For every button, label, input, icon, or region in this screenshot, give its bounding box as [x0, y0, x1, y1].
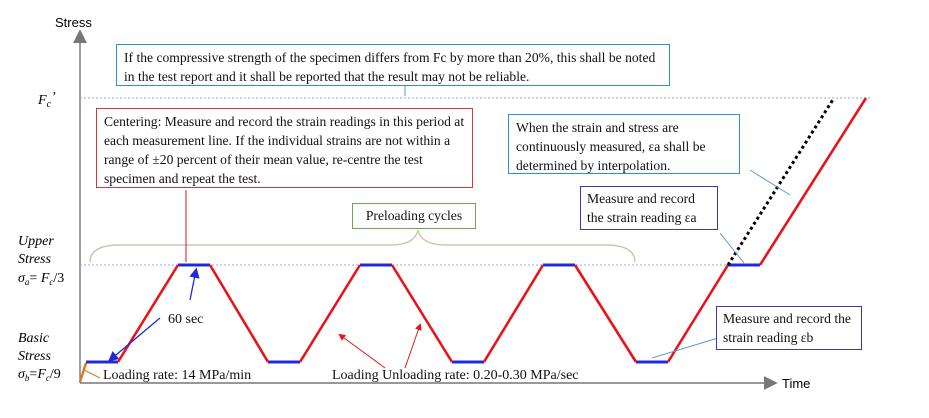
hold-time-pointer-1 — [108, 317, 161, 362]
top-note-text: If the compressive strength of the speci… — [124, 50, 656, 84]
unloading-rate-label: Loading Unloading rate: 0.20-0.30 MPa/se… — [332, 368, 579, 383]
y-axis-title: Stress — [55, 15, 92, 30]
measure-b-pointer — [651, 337, 719, 359]
loading-rate-label: Loading rate: 14 MPa/min — [103, 368, 252, 383]
upper-stress-equation: σa= Fc/3 — [18, 271, 64, 287]
x-axis-title: Time — [782, 376, 810, 391]
centering-note-text: Centering: Measure and record the strain… — [104, 114, 465, 186]
ramp-segments — [116, 97, 868, 363]
preloading-brace — [89, 229, 636, 263]
measure-b-box: Measure and record the strain reading εb — [716, 306, 862, 350]
continuous-measurement-line — [726, 97, 836, 266]
interpolation-note-text: When the strain and stress are continuou… — [516, 120, 706, 173]
unloading-rate-pointer-1 — [338, 333, 386, 369]
preloading-cycles-label: Preloading cycles — [365, 208, 463, 223]
basic-stress-label-1: Basic — [18, 331, 50, 346]
basic-stress-label-2: Stress — [18, 349, 51, 364]
upper-stress-label-1: Upper — [18, 234, 54, 249]
initial-load-segment — [78, 362, 88, 383]
interpolation-pointer — [749, 169, 791, 196]
preloading-cycles-box: Preloading cycles — [352, 203, 476, 229]
upper-stress-label-2: Stress — [18, 252, 51, 267]
measure-a-text: Measure and record the strain reading εa — [587, 191, 697, 225]
hold-time-pointer-2 — [189, 267, 200, 301]
top-note-box: If the compressive strength of the speci… — [116, 44, 670, 86]
fc-label: Fc’ — [37, 90, 56, 110]
interpolation-note-box: When the strain and stress are continuou… — [508, 114, 740, 174]
hold-segments — [86, 263, 760, 364]
measure-b-text: Measure and record the strain reading εb — [723, 311, 851, 345]
basic-stress-equation: σb=Fc/9 — [18, 367, 61, 383]
measure-a-pointer — [719, 232, 745, 264]
unloading-rate-pointer-2 — [404, 323, 422, 369]
measure-a-box: Measure and record the strain reading εa — [580, 186, 718, 230]
centering-note-box: Centering: Measure and record the strain… — [96, 108, 473, 188]
hold-time-label: 60 sec — [168, 312, 204, 327]
loading-rate-pointer — [83, 369, 101, 379]
